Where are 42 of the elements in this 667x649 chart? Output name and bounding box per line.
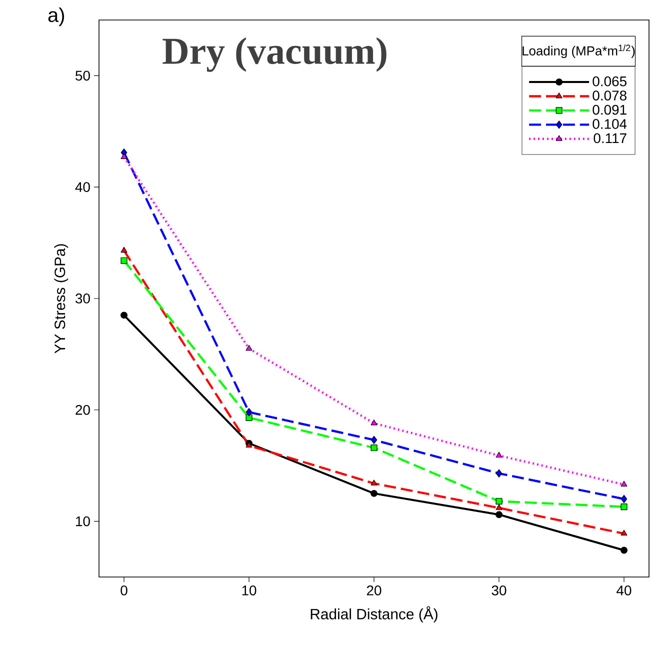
point — [496, 504, 502, 510]
x-tick-label: 10 — [242, 585, 256, 596]
point — [496, 498, 502, 505]
point — [370, 436, 378, 444]
point — [620, 546, 628, 554]
point — [120, 246, 128, 253]
point — [620, 480, 628, 487]
point — [120, 153, 128, 160]
point — [246, 414, 252, 421]
legend-title: Loading (MPa*m$^{1/2}$) — [522, 44, 635, 58]
x-tick-label: 20 — [366, 585, 382, 596]
point — [496, 452, 502, 458]
y-tick-label: 40 — [75, 182, 90, 192]
legend-label: 0.117 — [594, 133, 626, 144]
legend-label: 0.091 — [592, 104, 626, 115]
point — [370, 420, 378, 426]
x-axis-title: Radial Distance (Å) — [310, 606, 438, 622]
point — [370, 490, 378, 497]
x-tick-label: 40 — [616, 585, 632, 596]
point — [370, 480, 378, 486]
point — [246, 408, 252, 416]
y-axis-title: YY Stress (GPa) — [54, 244, 68, 354]
legend-label: 0.078 — [592, 90, 626, 101]
point — [620, 494, 628, 504]
x-tick-label: 0 — [120, 585, 128, 596]
text: a) — [48, 8, 64, 26]
point — [620, 530, 628, 536]
x-tick-label: 30 — [492, 585, 506, 596]
y-tick-label: 20 — [76, 404, 90, 415]
point — [120, 257, 128, 264]
y-tick-label: 10 — [76, 516, 90, 526]
chart-title: Dry (vacuum) — [162, 37, 386, 72]
legend-label: 0.065 — [592, 76, 626, 86]
point — [496, 511, 502, 518]
point — [246, 344, 252, 351]
point — [370, 444, 378, 452]
y-tick-label: 30 — [76, 294, 90, 304]
y-tick-label: 50 — [76, 70, 90, 81]
legend-label: 0.104 — [592, 119, 627, 129]
point — [496, 469, 502, 478]
point — [620, 504, 628, 510]
point — [120, 312, 128, 319]
